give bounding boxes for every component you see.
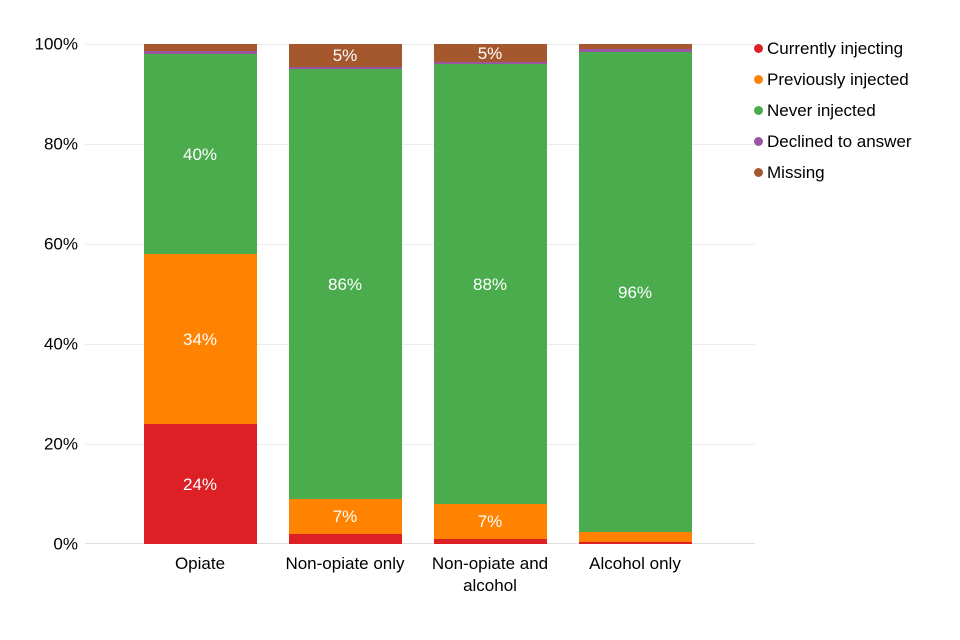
gridline — [85, 244, 755, 245]
segment-missing — [578, 44, 692, 49]
segment-currently-injecting — [288, 534, 402, 544]
x-axis-label: Non-opiate only — [285, 554, 405, 573]
legend-label: Never injected — [767, 100, 876, 120]
legend-item-never-injected: Never injected — [754, 95, 912, 126]
segment-declined-to-answer — [143, 50, 257, 54]
segment-never-injected: 88% — [433, 64, 547, 504]
legend-item-previously-injected: Previously injected — [754, 64, 912, 95]
legend-marker-icon — [754, 106, 763, 115]
segment-missing — [143, 44, 257, 51]
segment-value-label: 88% — [472, 274, 508, 294]
segment-value-label: 7% — [477, 512, 503, 531]
legend: Currently injecting Previously injected Ne… — [754, 33, 912, 188]
segment-previously-injected: 7% — [433, 504, 547, 539]
y-tick-label: 0% — [53, 534, 78, 554]
segment-value-label: 7% — [332, 507, 358, 526]
x-axis-label: Non-opiate and alcohol — [431, 554, 549, 596]
y-tick-label: 20% — [43, 434, 78, 454]
segment-value-label: 5% — [332, 46, 358, 65]
legend-item-currently-injecting: Currently injecting — [754, 33, 912, 64]
plot-area: 24% 34% 40% 7% 86% 5% 7% 88% 5% 96% — [85, 44, 755, 544]
legend-label: Currently injecting — [767, 38, 904, 58]
legend-label: Declined to answer — [767, 131, 912, 151]
segment-missing: 5% — [433, 43, 547, 63]
gridline — [85, 543, 755, 544]
legend-item-declined-to-answer: Declined to answer — [754, 126, 912, 157]
bar-opiate: 24% 34% 40% — [143, 44, 257, 544]
segment-value-label: 96% — [617, 282, 653, 302]
segment-declined-to-answer — [433, 62, 547, 64]
y-tick-label: 40% — [43, 334, 78, 354]
bar-alcohol-only: 96% — [578, 44, 692, 544]
legend-marker-icon — [754, 137, 763, 146]
y-tick-label: 100% — [34, 34, 78, 54]
segment-value-label: 86% — [327, 274, 363, 294]
segment-currently-injecting: 24% — [143, 424, 257, 544]
segment-previously-injected: 34% — [143, 254, 257, 424]
segment-never-injected: 96% — [578, 52, 692, 532]
legend-marker-icon — [754, 44, 763, 53]
y-tick-label: 60% — [43, 234, 78, 254]
legend-label: Missing — [767, 162, 825, 182]
segment-value-label: 5% — [477, 43, 503, 63]
segment-value-label: 40% — [182, 144, 218, 164]
segment-declined-to-answer — [288, 67, 402, 69]
bar-non-opiate-and-alcohol: 7% 88% 5% — [433, 43, 547, 544]
legend-label: Previously injected — [767, 69, 909, 89]
segment-never-injected: 86% — [288, 69, 402, 499]
gridline — [85, 44, 755, 45]
bar-non-opiate-only: 7% 86% 5% — [288, 44, 402, 544]
segment-currently-injecting — [578, 542, 692, 544]
legend-item-missing: Missing — [754, 157, 912, 188]
segment-declined-to-answer — [578, 49, 692, 52]
segment-missing: 5% — [288, 44, 402, 67]
segment-previously-injected — [578, 532, 692, 542]
y-tick-label: 80% — [43, 134, 78, 154]
x-axis-label: Opiate — [174, 554, 226, 573]
segment-value-label: 24% — [182, 474, 218, 494]
gridline — [85, 144, 755, 145]
segment-value-label: 34% — [182, 329, 218, 349]
legend-marker-icon — [754, 168, 763, 177]
gridline — [85, 344, 755, 345]
segment-never-injected: 40% — [143, 54, 257, 254]
segment-currently-injecting — [433, 539, 547, 544]
gridline — [85, 444, 755, 445]
legend-marker-icon — [754, 75, 763, 84]
segment-previously-injected: 7% — [288, 499, 402, 534]
x-axis-label: Alcohol only — [589, 554, 681, 573]
y-axis: 0% 20% 40% 60% 80% 100% — [0, 36, 78, 553]
